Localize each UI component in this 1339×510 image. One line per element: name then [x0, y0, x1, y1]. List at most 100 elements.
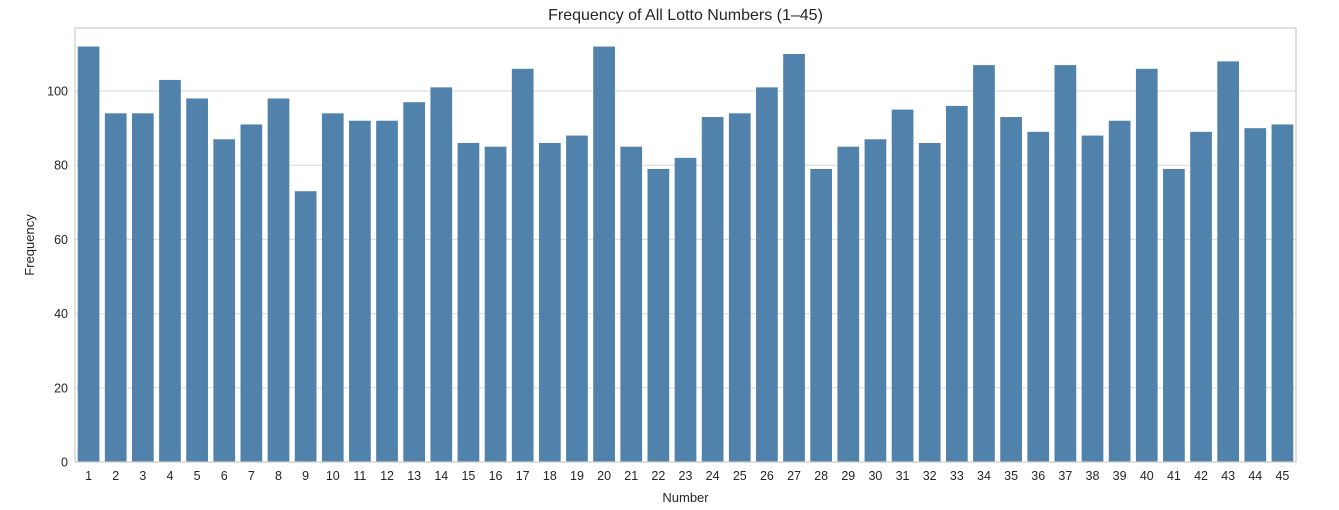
bar-34: [973, 65, 995, 462]
x-axis-label: Number: [662, 490, 709, 505]
x-tick-label: 32: [923, 469, 937, 483]
bar-26: [756, 87, 778, 462]
bar-9: [294, 191, 317, 462]
bar-11: [349, 120, 371, 462]
x-tick-label: 20: [597, 469, 611, 483]
bar-31: [891, 109, 914, 462]
x-tick-label: 29: [841, 469, 855, 483]
x-tick-label: 14: [434, 469, 448, 483]
x-tick-label: 12: [380, 469, 394, 483]
bar-33: [945, 105, 968, 463]
x-tick-label: 3: [139, 469, 146, 483]
x-tick-label: 4: [166, 469, 173, 483]
bar-42: [1190, 131, 1212, 462]
bars-layer: [77, 46, 1294, 463]
x-tick-label: 19: [570, 469, 584, 483]
x-tick-label: 34: [977, 469, 991, 483]
x-tick-label: 41: [1167, 469, 1181, 483]
bar-14: [430, 87, 453, 462]
x-tick-label: 44: [1248, 469, 1262, 483]
bar-6: [213, 139, 236, 463]
x-tick-label: 25: [733, 469, 747, 483]
x-tick-label: 38: [1086, 469, 1100, 483]
x-tick-label: 21: [624, 469, 638, 483]
x-tick-label: 24: [706, 469, 720, 483]
y-tick-label: 100: [47, 85, 68, 99]
bar-20: [593, 46, 615, 463]
bar-24: [701, 117, 724, 463]
y-tick-label: 20: [54, 381, 68, 395]
bar-3: [131, 113, 154, 463]
y-tick-label: 40: [54, 307, 68, 321]
bar-41: [1163, 168, 1185, 462]
bar-22: [647, 168, 670, 462]
x-tick-label: 5: [194, 469, 201, 483]
bar-28: [810, 168, 833, 462]
bar-19: [566, 135, 588, 463]
bar-44: [1244, 128, 1267, 462]
x-tick-label: 30: [868, 469, 882, 483]
x-tick-label: 45: [1275, 469, 1289, 483]
bar-29: [837, 146, 860, 462]
bar-32: [918, 142, 941, 462]
bar-36: [1027, 131, 1050, 462]
bar-27: [783, 53, 805, 462]
x-tick-label: 37: [1058, 469, 1072, 483]
bar-25: [728, 113, 751, 463]
chart-title: Frequency of All Lotto Numbers (1–45): [548, 7, 823, 24]
y-tick-label: 60: [54, 233, 68, 247]
bar-7: [240, 124, 263, 462]
bar-23: [674, 157, 697, 463]
bar-45: [1271, 124, 1294, 462]
bar-15: [457, 142, 480, 462]
x-tick-label: 40: [1140, 469, 1154, 483]
x-tick-label: 42: [1194, 469, 1208, 483]
x-tick-label: 1: [85, 469, 92, 483]
x-tick-label: 27: [787, 469, 801, 483]
bar-21: [620, 146, 643, 462]
x-tick-label: 11: [353, 469, 366, 483]
bar-39: [1108, 120, 1131, 462]
bar-17: [511, 68, 534, 463]
bar-40: [1135, 68, 1158, 463]
x-tick-label: 15: [461, 469, 475, 483]
x-tick-label: 23: [679, 469, 693, 483]
x-tick-label: 43: [1221, 469, 1235, 483]
bar-10: [321, 113, 344, 463]
y-tick-labels: 0 20 40 60 80 100: [47, 85, 68, 470]
bar-38: [1081, 135, 1104, 463]
x-tick-label: 8: [275, 469, 282, 483]
x-tick-label: 6: [221, 469, 228, 483]
x-tick-label: 31: [896, 469, 910, 483]
bar-37: [1054, 65, 1077, 462]
x-tick-label: 36: [1031, 469, 1045, 483]
x-tick-label: 33: [950, 469, 964, 483]
x-tick-label: 26: [760, 469, 774, 483]
bar-43: [1217, 61, 1240, 463]
bar-8: [267, 98, 290, 462]
x-tick-label: 13: [407, 469, 421, 483]
bar-35: [1000, 117, 1022, 463]
bar-4: [159, 79, 181, 462]
plot-frame: [74, 27, 1297, 463]
bar-2: [104, 113, 127, 463]
bar-5: [186, 98, 208, 462]
x-tick-label: 7: [248, 469, 255, 483]
x-tick-label: 17: [516, 469, 530, 483]
x-tick-label: 16: [489, 469, 503, 483]
bar-12: [376, 120, 398, 462]
y-tick-label: 0: [61, 456, 68, 470]
x-tick-label: 28: [814, 469, 828, 483]
x-tick-labels: 1 2 3 4 5 6 7 8 9 10 11 12 13 14 15 16 17 18 19 20 21 22 23 24 2…: [85, 469, 1289, 483]
x-tick-label: 10: [326, 469, 340, 483]
bar-18: [538, 142, 561, 462]
x-tick-label: 22: [651, 469, 665, 483]
y-axis-label: Frequency: [22, 214, 37, 276]
x-tick-label: 18: [543, 469, 557, 483]
x-tick-label: 9: [302, 469, 309, 483]
x-tick-label: 35: [1004, 469, 1018, 483]
bar-30: [864, 139, 887, 463]
y-tick-label: 80: [54, 159, 68, 173]
